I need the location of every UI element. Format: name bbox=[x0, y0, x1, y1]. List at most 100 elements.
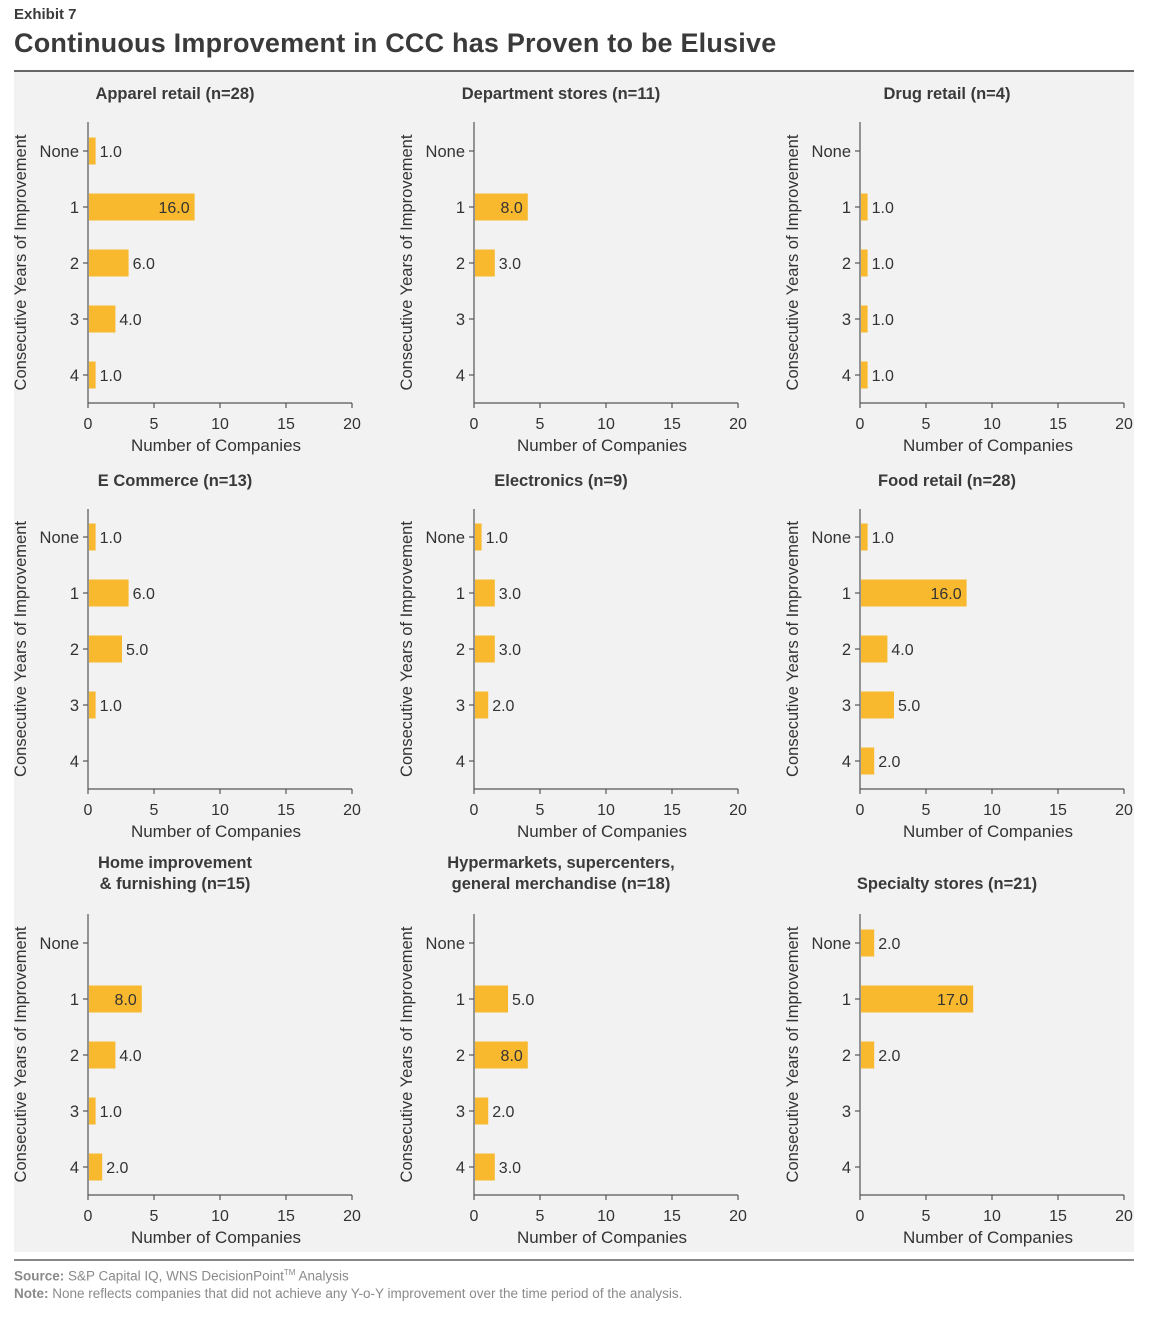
y-tick-label: None bbox=[40, 935, 79, 953]
bar bbox=[89, 137, 96, 165]
bar bbox=[475, 249, 495, 277]
y-tick-label: 2 bbox=[456, 641, 465, 659]
x-tick-label: 0 bbox=[856, 1208, 865, 1225]
x-tick-label: 10 bbox=[597, 1208, 615, 1225]
x-axis-label: Number of Companies bbox=[903, 1228, 1073, 1247]
x-tick-label: 20 bbox=[729, 1208, 747, 1225]
data-label: 1.0 bbox=[872, 368, 894, 385]
bar bbox=[861, 305, 868, 333]
note-text: None reflects companies that did not ach… bbox=[52, 1286, 683, 1301]
y-tick-label: 1 bbox=[70, 991, 79, 1009]
bar bbox=[89, 579, 129, 607]
y-tick-label: None bbox=[426, 143, 465, 161]
x-axis-label: Number of Companies bbox=[131, 1228, 301, 1247]
y-axis-label: Consecutive Years of Improvement bbox=[784, 926, 802, 1182]
y-tick-label: None bbox=[40, 529, 79, 547]
x-tick-label: 10 bbox=[983, 416, 1001, 433]
chart-background bbox=[14, 72, 1134, 1252]
note-label: Note: bbox=[14, 1286, 49, 1301]
data-label: 2.0 bbox=[878, 1048, 900, 1065]
bar bbox=[475, 691, 489, 719]
x-tick-label: 20 bbox=[343, 802, 361, 819]
y-tick-label: None bbox=[812, 529, 851, 547]
y-tick-label: 1 bbox=[842, 585, 851, 603]
bar bbox=[861, 1041, 875, 1069]
x-tick-label: 0 bbox=[84, 1208, 93, 1225]
x-axis-label: Number of Companies bbox=[903, 822, 1073, 841]
bar bbox=[475, 635, 495, 663]
y-tick-label: 2 bbox=[842, 1047, 851, 1065]
bar bbox=[861, 747, 875, 775]
x-tick-label: 20 bbox=[343, 1208, 361, 1225]
x-tick-label: 20 bbox=[729, 802, 747, 819]
chart-title: Drug retail (n=4) bbox=[884, 85, 1011, 103]
y-tick-label: 3 bbox=[456, 311, 465, 329]
x-tick-label: 10 bbox=[983, 802, 1001, 819]
chart-title: E Commerce (n=13) bbox=[98, 472, 253, 490]
y-axis-label: Consecutive Years of Improvement bbox=[12, 134, 30, 390]
y-tick-label: None bbox=[40, 143, 79, 161]
y-tick-label: 3 bbox=[70, 1103, 79, 1121]
data-label: 1.0 bbox=[872, 312, 894, 329]
y-tick-label: None bbox=[426, 935, 465, 953]
data-label: 8.0 bbox=[501, 200, 523, 217]
bar bbox=[89, 523, 96, 551]
x-axis-label: Number of Companies bbox=[517, 822, 687, 841]
chart-title: Electronics (n=9) bbox=[494, 472, 627, 490]
y-tick-label: 2 bbox=[842, 641, 851, 659]
y-tick-label: 3 bbox=[70, 697, 79, 715]
chart-title: Specialty stores (n=21) bbox=[857, 875, 1037, 893]
x-tick-label: 0 bbox=[856, 416, 865, 433]
y-tick-label: 3 bbox=[70, 311, 79, 329]
data-label: 1.0 bbox=[100, 698, 122, 715]
chart-title: Food retail (n=28) bbox=[878, 472, 1016, 490]
y-tick-label: None bbox=[812, 143, 851, 161]
bar bbox=[475, 193, 528, 221]
x-tick-label: 15 bbox=[1049, 416, 1067, 433]
x-tick-label: 10 bbox=[211, 1208, 229, 1225]
bar bbox=[89, 985, 142, 1013]
data-label: 2.0 bbox=[492, 698, 514, 715]
x-tick-label: 5 bbox=[150, 802, 159, 819]
data-label: 8.0 bbox=[115, 992, 137, 1009]
x-tick-label: 15 bbox=[277, 1208, 295, 1225]
x-tick-label: 15 bbox=[663, 802, 681, 819]
y-axis-label: Consecutive Years of Improvement bbox=[12, 926, 30, 1182]
y-axis-label: Consecutive Years of Improvement bbox=[784, 521, 802, 777]
y-tick-label: 1 bbox=[456, 199, 465, 217]
data-label: 2.0 bbox=[492, 1104, 514, 1121]
y-tick-label: 2 bbox=[70, 255, 79, 273]
bar bbox=[89, 193, 195, 221]
data-label: 1.0 bbox=[872, 256, 894, 273]
bar bbox=[89, 305, 116, 333]
source-text: S&P Capital IQ, WNS DecisionPoint bbox=[68, 1268, 284, 1284]
x-tick-label: 0 bbox=[470, 1208, 479, 1225]
x-tick-label: 15 bbox=[1049, 802, 1067, 819]
data-label: 1.0 bbox=[100, 144, 122, 161]
y-tick-label: 4 bbox=[70, 753, 79, 771]
x-tick-label: 15 bbox=[1049, 1208, 1067, 1225]
x-tick-label: 0 bbox=[470, 416, 479, 433]
x-axis-label: Number of Companies bbox=[517, 436, 687, 455]
footer-divider bbox=[14, 1259, 1134, 1261]
x-tick-label: 5 bbox=[922, 802, 931, 819]
data-label: 5.0 bbox=[898, 698, 920, 715]
x-tick-label: 0 bbox=[856, 802, 865, 819]
data-label: 1.0 bbox=[872, 200, 894, 217]
y-tick-label: 3 bbox=[842, 697, 851, 715]
source-note: Source: S&P Capital IQ, WNS DecisionPoin… bbox=[14, 1268, 349, 1284]
x-tick-label: 20 bbox=[1115, 1208, 1133, 1225]
data-label: 1.0 bbox=[486, 530, 508, 547]
bar bbox=[89, 635, 122, 663]
x-axis-label: Number of Companies bbox=[903, 436, 1073, 455]
data-label: 3.0 bbox=[499, 1160, 521, 1177]
y-tick-label: 2 bbox=[456, 1047, 465, 1065]
exhibit-label: Exhibit 7 bbox=[14, 6, 77, 23]
data-label: 1.0 bbox=[100, 368, 122, 385]
x-tick-label: 5 bbox=[150, 416, 159, 433]
data-label: 3.0 bbox=[499, 642, 521, 659]
data-label: 4.0 bbox=[119, 312, 141, 329]
chart-title: Home improvement bbox=[98, 854, 253, 872]
data-label: 6.0 bbox=[133, 256, 155, 273]
y-tick-label: 1 bbox=[456, 585, 465, 603]
